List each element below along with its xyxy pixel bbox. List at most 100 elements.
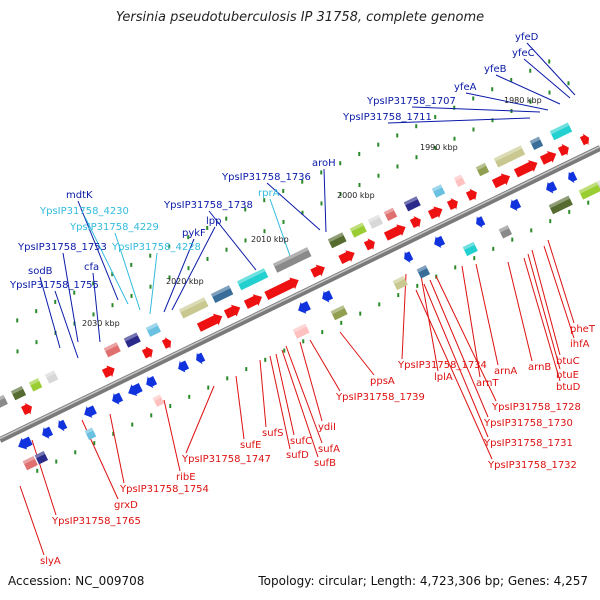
tick-mark [377, 173, 380, 178]
gene-feature-box [145, 322, 161, 337]
tick-mark [492, 246, 495, 251]
gene-label-sufd: sufD [286, 450, 309, 461]
tick-mark [92, 312, 95, 317]
genome-title: Yersinia pseudotuberculosis IP 31758, co… [115, 10, 485, 25]
tick-mark [54, 299, 57, 304]
label-leader-line [309, 339, 341, 392]
tick-mark [339, 161, 342, 166]
tick-mark [263, 229, 266, 234]
forward-gene-arrow [141, 346, 153, 359]
gene-label-yfea: yfeA [454, 82, 477, 93]
gene-feature-box [462, 241, 478, 257]
forward-gene-arrow [223, 304, 241, 319]
gene-label-btud: btuD [556, 382, 581, 393]
reverse-gene-arrow [112, 392, 124, 405]
reverse-gene-arrow [434, 235, 446, 248]
gene-label-ypsip31758_1739: YpsIP31758_1739 [335, 392, 425, 403]
forward-gene-arrow [465, 188, 477, 201]
gene-label-ypsip31758_1765: YpsIP31758_1765 [51, 516, 141, 527]
genome-backbone-highlight [0, 145, 600, 440]
tick-mark [529, 68, 532, 73]
label-leader-line [411, 106, 541, 113]
gene-label-ypsip31758_1730: YpsIP31758_1730 [483, 418, 573, 429]
gene-feature-box [349, 222, 367, 238]
label-leader-line [531, 249, 561, 356]
tick-mark [36, 468, 39, 473]
gene-label-btue: btuE [556, 370, 579, 381]
label-leader-line [419, 269, 439, 372]
tick-mark [491, 87, 494, 92]
gene-label-grxd: grxD [114, 500, 138, 511]
gene-label-ypsip31758_1711: YpsIP31758_1711 [342, 112, 432, 123]
tick-mark [111, 303, 114, 308]
label-leader-line [185, 385, 215, 454]
gene-feature-box [529, 136, 544, 151]
gene-label-sodb: sodB [28, 266, 53, 277]
label-leader-lines [19, 42, 576, 556]
forward-gene-arrow [539, 151, 557, 165]
tick-mark [377, 142, 380, 147]
gene-label-rpra: rprA [258, 188, 280, 199]
tick-mark [169, 404, 172, 409]
tick-mark [282, 219, 285, 224]
kbp-ruler: 1980 kbp 1990 kbp 2000 kbp 2010 kbp 2020 kbp… [82, 96, 542, 328]
gene-label-ypsip31758_1747: YpsIP31758_1747 [181, 454, 271, 465]
tick-mark [206, 225, 209, 230]
gene-feature-box [44, 370, 59, 384]
gene-feature-box [103, 342, 121, 358]
gene-label-ypsip31758_1736: YpsIP31758_1736 [221, 172, 311, 183]
tick-mark [396, 133, 399, 138]
gene-label-ypsip31758_4230: YpsIP31758_4230 [39, 206, 129, 217]
tick-mark [415, 124, 418, 129]
tick-mark [567, 81, 570, 86]
tick-mark [131, 422, 134, 427]
gene-feature-box [0, 394, 8, 411]
gene-label-yfec: yfeC [512, 48, 535, 59]
gene-label-ypsip31758_1732: YpsIP31758_1732 [487, 460, 577, 471]
tick-mark [16, 318, 19, 323]
label-leader-line [39, 276, 61, 349]
ruler-kbp-label: 1990 kbp [420, 143, 458, 152]
accession-label: Accession: NC_009708 [8, 574, 145, 588]
gene-feature-box [475, 162, 490, 177]
label-leader-line [401, 273, 407, 360]
label-leader-line [285, 345, 323, 444]
gene-feature-box [292, 323, 310, 339]
tick-mark [225, 247, 228, 252]
label-leader-line [523, 257, 561, 382]
tick-mark [339, 192, 342, 197]
gene-label-lpp: lpp [206, 216, 221, 227]
label-leader-line [339, 331, 375, 376]
gene-feature-box [327, 232, 347, 249]
tick-mark [206, 256, 209, 261]
reverse-gene-arrow [322, 290, 334, 303]
label-leader-line [523, 58, 571, 99]
gene-feature-box [392, 275, 408, 291]
ruler-kbp-label: 2020 kbp [166, 277, 204, 286]
reverse-gene-arrow [196, 352, 206, 365]
tick-mark [510, 77, 513, 82]
gene-label-pykf: pykF [182, 228, 206, 239]
ruler-kbp-label: 1980 kbp [504, 96, 542, 105]
tick-mark [320, 201, 323, 206]
label-leader-line [323, 168, 327, 233]
tick-mark [168, 244, 171, 249]
label-leader-line [114, 232, 141, 311]
tick-mark [35, 340, 38, 345]
reverse-gene-arrow [298, 301, 311, 314]
gene-feature-box [178, 297, 209, 319]
label-leader-line [54, 290, 79, 359]
topology-summary: Topology: circular; Length: 4,723,306 bp… [258, 574, 588, 588]
reverse-gene-arrow [128, 383, 143, 396]
tick-mark [187, 235, 190, 240]
forward-gene-arrow [579, 133, 590, 146]
tick-mark [434, 114, 437, 119]
label-leader-line [171, 226, 216, 311]
gene-label-ypsip31758_1728: YpsIP31758_1728 [491, 402, 581, 413]
forward-gene-arrow [196, 313, 223, 332]
label-leader-line [77, 200, 119, 301]
reverse-gene-arrow [404, 251, 414, 263]
tick-mark [149, 284, 152, 289]
label-leader-line [423, 283, 489, 438]
